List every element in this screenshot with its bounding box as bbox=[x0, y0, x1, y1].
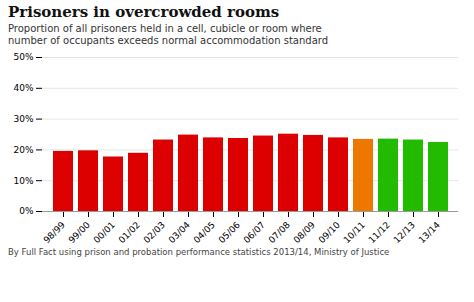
svg-text:10/11: 10/11 bbox=[342, 220, 367, 245]
svg-text:11/12: 11/12 bbox=[367, 220, 392, 245]
svg-text:03/04: 03/04 bbox=[167, 220, 193, 245]
svg-text:01/02: 01/02 bbox=[117, 220, 142, 245]
svg-text:02/03: 02/03 bbox=[142, 220, 167, 245]
svg-text:12/13: 12/13 bbox=[392, 220, 417, 245]
svg-text:10%: 10% bbox=[13, 176, 33, 186]
svg-text:13/14: 13/14 bbox=[417, 220, 443, 245]
svg-text:09/10: 09/10 bbox=[317, 220, 343, 245]
html-text:By Full Fact using prison and: By Full Fact using prison and probation … bbox=[8, 247, 390, 257]
svg-text:20%: 20% bbox=[13, 145, 33, 155]
svg-text:99/00: 99/00 bbox=[67, 220, 93, 245]
svg-text:0%: 0% bbox=[19, 206, 34, 216]
svg-text:04/05: 04/05 bbox=[192, 220, 217, 245]
svg-text:98/99: 98/99 bbox=[42, 220, 68, 245]
svg-text:50%: 50% bbox=[13, 52, 33, 62]
html-text:Prisoners in overcrowded rooms: Prisoners in overcrowded rooms bbox=[8, 3, 280, 21]
svg-text:30%: 30% bbox=[13, 114, 33, 124]
svg-text:06/07: 06/07 bbox=[242, 220, 267, 245]
html-text:Proportion of all prisoners he: Proportion of all prisoners held in a ce… bbox=[8, 23, 329, 46]
svg-text:40%: 40% bbox=[13, 83, 33, 93]
svg-text:05/06: 05/06 bbox=[217, 220, 243, 245]
svg-text:07/08: 07/08 bbox=[267, 220, 293, 245]
svg-text:00/01: 00/01 bbox=[92, 220, 117, 245]
svg-text:08/09: 08/09 bbox=[292, 220, 318, 245]
